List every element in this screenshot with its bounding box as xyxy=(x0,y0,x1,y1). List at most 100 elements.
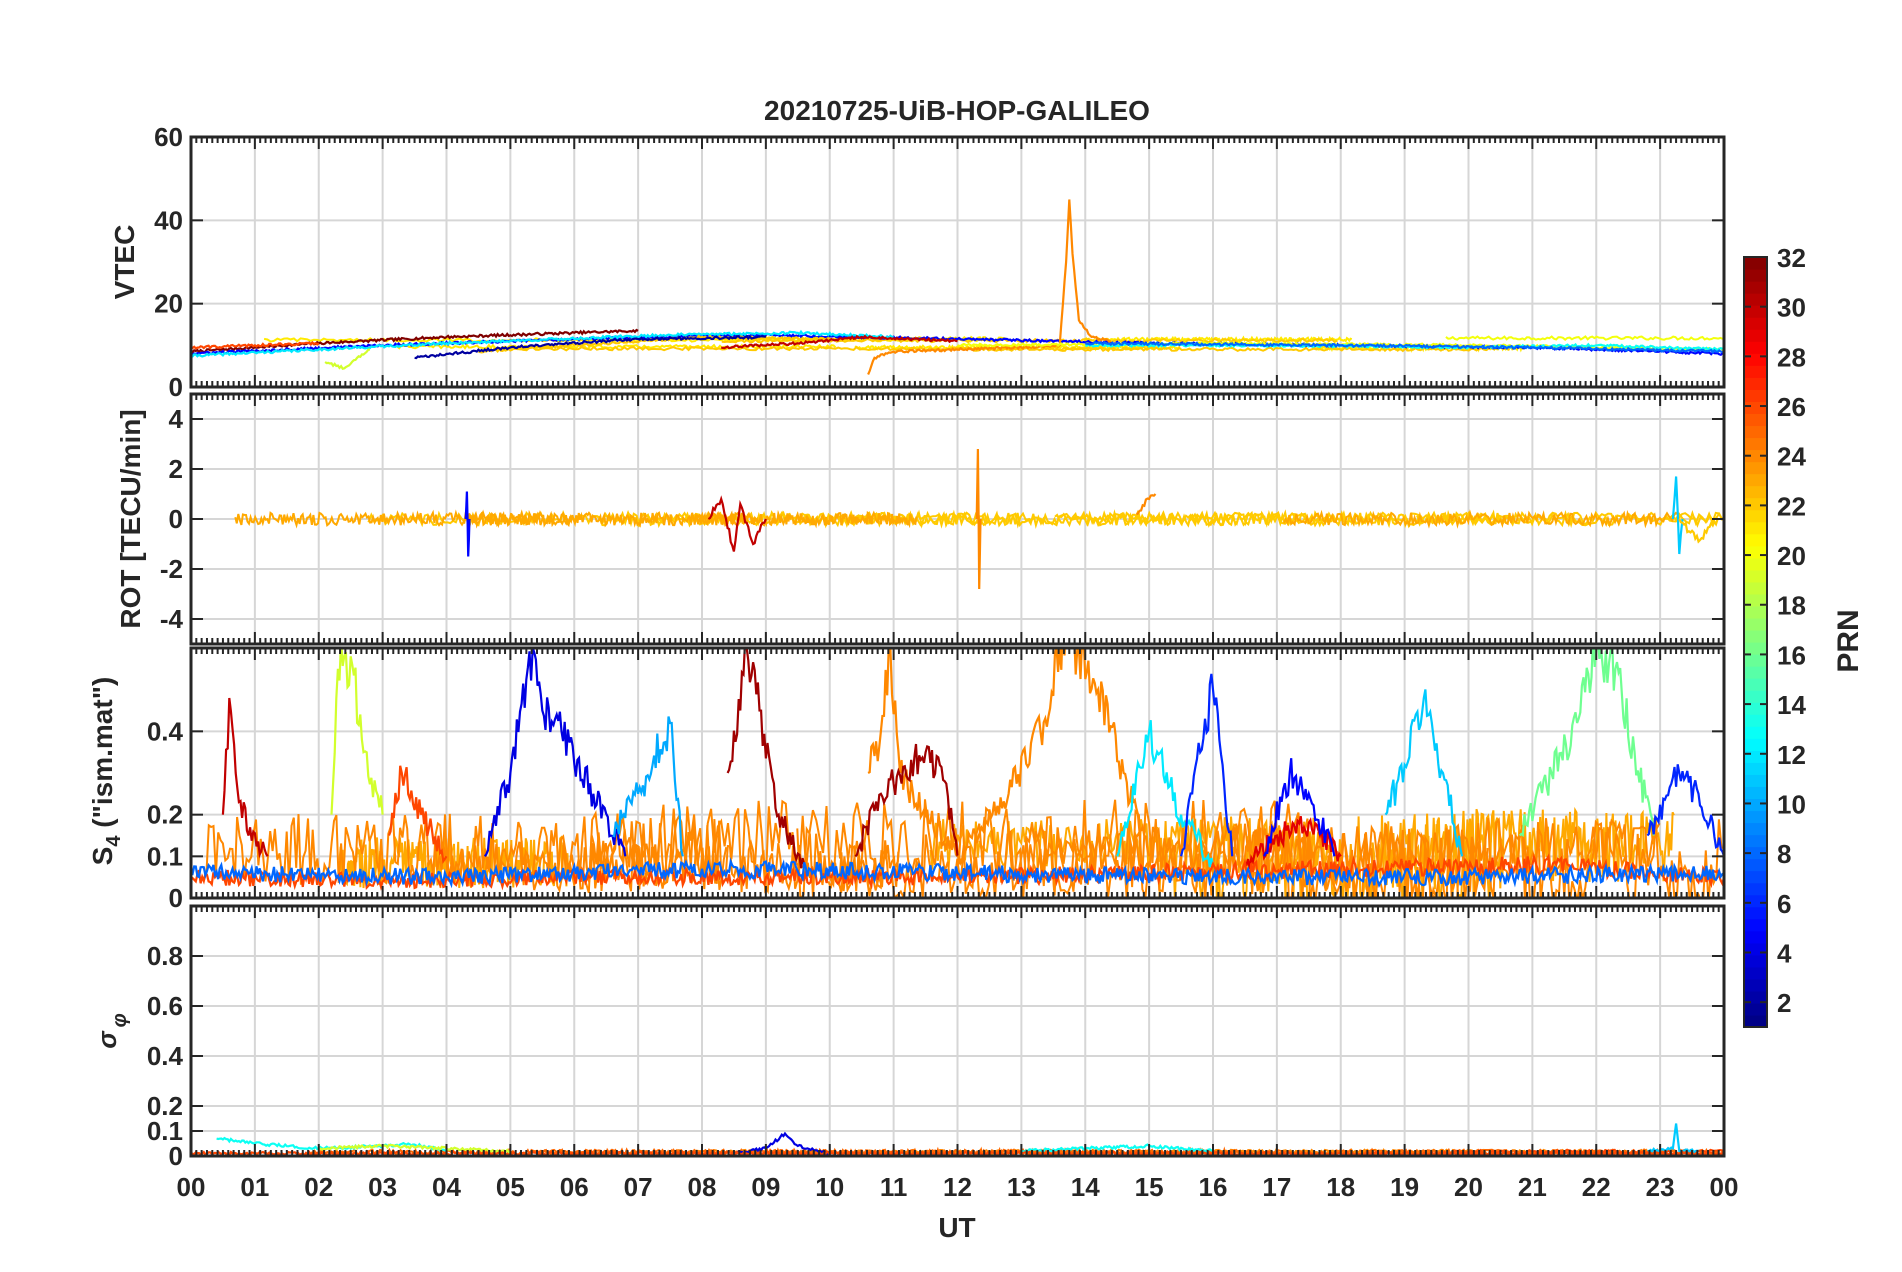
x-tick-label: 00 xyxy=(1710,1172,1739,1202)
colorbar-strip xyxy=(1744,257,1767,270)
colorbar-strip xyxy=(1744,305,1767,318)
series-line-s4-prn-26 xyxy=(387,765,448,864)
series-group-vtec xyxy=(191,199,1724,375)
colorbar-strip xyxy=(1744,353,1767,366)
colorbar-strip xyxy=(1744,690,1767,703)
colorbar-tick-label: 14 xyxy=(1777,690,1806,720)
series-line-vtec-prn-2 xyxy=(414,334,767,360)
colorbar-strip xyxy=(1744,437,1767,451)
series-line-sigma-phi-prn-11 xyxy=(1647,1123,1699,1155)
colorbar-strip xyxy=(1744,822,1767,836)
noise-trace xyxy=(234,509,574,529)
x-tick-label: 19 xyxy=(1390,1172,1419,1202)
series-line-s4-prn-10 xyxy=(612,716,684,857)
y-axis-label-s4-rest: ("ism.mat") xyxy=(87,677,118,836)
colorbar-tick-label: 6 xyxy=(1777,889,1791,919)
series-line-vtec-prn-12 xyxy=(191,329,894,358)
series-line-rot-prn-11 xyxy=(1671,476,1684,555)
colorbar-strip xyxy=(1744,774,1767,787)
x-tick-label: 12 xyxy=(943,1172,972,1202)
colorbar-strip xyxy=(1744,269,1767,282)
colorbar-strip xyxy=(1744,629,1767,643)
y-tick-label-s4: 0 xyxy=(169,883,183,913)
colorbar-strip xyxy=(1744,557,1767,571)
x-tick-label: 16 xyxy=(1199,1172,1228,1202)
y-tick-labels-s4: 0 0.1 0.2 0.4 xyxy=(147,716,184,913)
colorbar-strip xyxy=(1744,858,1767,872)
colorbar-strip xyxy=(1744,413,1767,427)
series-line-s4-prn-24 xyxy=(957,648,1151,867)
colorbar-tick-label: 24 xyxy=(1777,442,1806,472)
series-line-s4-prn-6 xyxy=(1180,673,1234,857)
ticks-s4 xyxy=(190,648,1725,899)
colorbar-strip xyxy=(1744,473,1767,487)
colorbar-strip xyxy=(1744,798,1767,812)
y-tick-label-vtec: 60 xyxy=(154,122,183,152)
y-tick-label-s4: 0.4 xyxy=(147,716,184,746)
colorbar-strip xyxy=(1744,1014,1767,1028)
noise-trace xyxy=(1445,335,1724,341)
series-group-s4 xyxy=(191,648,1724,898)
x-tick-label: 20 xyxy=(1454,1172,1483,1202)
y-tick-label-s4: 0.1 xyxy=(147,841,183,871)
colorbar-strip xyxy=(1744,726,1767,739)
ticks-vtec xyxy=(190,136,1725,388)
x-tick-label: 23 xyxy=(1646,1172,1675,1202)
series-line-rot-prn-24 xyxy=(975,448,982,590)
colorbar-frame xyxy=(1743,256,1768,1028)
series-line-s4-prn-12 xyxy=(1116,720,1215,868)
colorbar-strip xyxy=(1744,401,1767,415)
colorbar-tick-label: 32 xyxy=(1777,243,1806,273)
colorbar-tick-label: 2 xyxy=(1777,988,1791,1018)
series-line-rot-prn-22 xyxy=(1678,518,1719,544)
noise-trace xyxy=(692,509,918,529)
colorbar-strip xyxy=(1744,666,1767,679)
colorbar-strip xyxy=(1744,990,1767,1004)
y-tick-label-rot: -2 xyxy=(160,554,183,584)
panel-sigma-phi: 00.10.2 0.4 0.6 0.8 σφ xyxy=(92,904,1726,1171)
colorbar-strip xyxy=(1744,954,1767,968)
colorbar-strip xyxy=(1744,894,1767,908)
x-tick-label: 10 xyxy=(815,1172,844,1202)
x-tick-label: 11 xyxy=(880,1172,908,1202)
colorbar-tick-label: 30 xyxy=(1777,293,1806,323)
y-axis-label-s4: S4 ("ism.mat") xyxy=(87,677,125,866)
y-tick-label-rot: 4 xyxy=(169,404,184,434)
noise-trace xyxy=(796,825,1489,898)
series-line-sigma-phi-prn-13 xyxy=(1021,1143,1214,1154)
colorbar-strip xyxy=(1744,545,1767,559)
x-tick-label: 01 xyxy=(240,1172,269,1202)
series-line-vtec-prn-19 xyxy=(324,348,371,370)
colorbar-strip xyxy=(1744,281,1767,294)
colorbar-strip xyxy=(1744,750,1767,763)
colorbar-strip xyxy=(1744,521,1767,535)
colorbar-tick-label: 16 xyxy=(1777,640,1806,670)
colorbar-strip xyxy=(1744,654,1767,667)
colorbar-strip xyxy=(1744,509,1767,523)
y-tick-labels-sigma-phi: 00.10.2 0.4 0.6 0.8 xyxy=(147,941,184,1171)
colorbar-strip xyxy=(1744,762,1767,775)
colorbar-tick-label: 4 xyxy=(1777,938,1792,968)
colorbar-strip xyxy=(1744,918,1767,932)
colorbar-strip xyxy=(1744,617,1767,631)
series-line-s4-prn-31 xyxy=(854,743,959,858)
y-tick-label-sigma-phi: 0.1 xyxy=(147,1116,183,1146)
colorbar-strip xyxy=(1744,738,1767,751)
x-tick-label: 15 xyxy=(1135,1172,1164,1202)
colorbar-strip xyxy=(1744,581,1767,595)
series-line-vtec-prn-24 xyxy=(867,199,1112,375)
panel-rot: -4 -2 0 2 4 ROT [TECU/min] xyxy=(115,392,1726,646)
y-tick-label-rot: 0 xyxy=(169,504,183,534)
series-line-vtec-prn-30 xyxy=(720,334,958,350)
chart-title: 20210725-UiB-HOP-GALILEO xyxy=(764,95,1150,126)
x-tick-label: 02 xyxy=(304,1172,333,1202)
colorbar-tick-label: 26 xyxy=(1777,392,1806,422)
colorbar-strip xyxy=(1744,714,1767,727)
series-line-s4-prn-8 xyxy=(191,857,1724,889)
y-tick-label-sigma-phi: 0.4 xyxy=(147,1041,184,1071)
colorbar-strip xyxy=(1744,786,1767,800)
colorbar-strip xyxy=(1744,966,1767,980)
x-tick-label: 04 xyxy=(432,1172,461,1202)
